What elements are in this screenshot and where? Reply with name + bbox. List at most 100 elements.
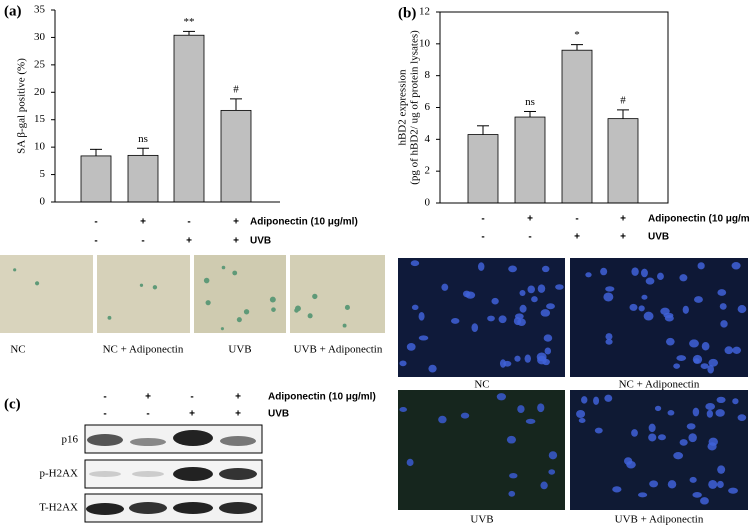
condition-mark: -	[103, 392, 106, 403]
stain-spot	[342, 323, 347, 328]
nucleus	[657, 272, 664, 281]
nucleus	[673, 452, 684, 460]
nucleus	[724, 346, 734, 355]
y-tick-label: 12	[419, 6, 430, 18]
nucleus	[406, 458, 414, 467]
condition-mark: -	[141, 236, 144, 247]
y-tick-label: 15	[34, 113, 46, 125]
nucleus	[707, 442, 717, 451]
nucleus	[540, 481, 548, 490]
band	[86, 503, 124, 515]
stain-spot	[236, 317, 242, 323]
condition-mark: -	[94, 236, 97, 247]
nucleus	[546, 303, 555, 310]
nucleus	[701, 342, 710, 351]
condition-mark: +	[235, 392, 241, 403]
nucleus	[544, 347, 552, 355]
condition-label: Adiponectin (10 μg/ml)	[648, 214, 750, 225]
error-bar	[477, 125, 489, 135]
nucleus	[694, 296, 703, 303]
nucleus	[654, 405, 662, 412]
nucleus	[708, 358, 719, 367]
nucleus	[679, 274, 688, 282]
nucleus	[626, 460, 636, 469]
condition-mark: -	[190, 392, 193, 403]
nucleus	[657, 434, 666, 441]
y-tick-label: 0	[425, 197, 431, 209]
nucleus	[641, 294, 648, 300]
nucleus	[732, 398, 739, 405]
annotation: ns	[525, 96, 535, 108]
condition-mark: -	[94, 217, 97, 228]
stain-spot	[139, 283, 144, 287]
y-axis-label: hBD2 expression	[397, 69, 409, 146]
band	[219, 468, 257, 480]
nucleus	[667, 410, 675, 416]
sa-gal-images	[0, 255, 385, 333]
nucleus	[399, 360, 407, 367]
error-bar	[90, 148, 102, 156]
nucleus	[645, 277, 655, 285]
condition-mark: -	[575, 214, 578, 225]
nucleus	[450, 317, 460, 324]
error-bar	[571, 44, 583, 51]
band	[219, 502, 257, 514]
condition-label: Adiponectin (10 μg/ml)	[250, 217, 358, 228]
condition-mark: -	[481, 232, 484, 243]
nucleus	[578, 417, 586, 424]
nucleus	[605, 286, 615, 292]
band-label: p16	[62, 434, 79, 446]
nucleus	[688, 433, 697, 443]
nucleus	[689, 476, 697, 483]
nucleus	[514, 313, 524, 320]
micrograph	[290, 255, 385, 333]
nucleus	[509, 473, 518, 479]
nucleus	[517, 405, 525, 414]
nucleus	[629, 303, 638, 311]
band	[173, 502, 213, 514]
nucleus	[648, 433, 657, 442]
nucleus	[537, 403, 545, 413]
nucleus	[716, 480, 724, 489]
stain-spot	[307, 313, 313, 319]
band	[173, 467, 213, 481]
bar	[127, 154, 159, 203]
nucleus	[706, 409, 713, 418]
nucleus	[418, 312, 425, 321]
y-tick-label: 5	[40, 168, 46, 180]
nucleus	[581, 396, 588, 404]
image-caption: NC + Adiponectin	[103, 344, 184, 356]
nucleus	[594, 427, 603, 434]
nucleus	[728, 487, 738, 494]
nucleus	[637, 492, 648, 498]
nucleus	[717, 465, 726, 474]
condition-mark: +	[189, 409, 195, 420]
nucleus	[612, 486, 622, 493]
image-caption: NC + Adiponectin	[619, 379, 700, 391]
micrograph	[97, 255, 190, 333]
blot	[84, 424, 263, 523]
y-tick-label: 35	[34, 4, 46, 16]
condition-mark: -	[481, 214, 484, 225]
annotation: *	[574, 29, 580, 41]
nucleus	[676, 355, 687, 361]
nucleus	[438, 415, 447, 424]
y-tick-label: 6	[425, 101, 431, 113]
error-bar	[137, 147, 149, 156]
y-tick-label: 10	[34, 141, 46, 153]
condition-mark: +	[233, 217, 239, 228]
band	[87, 434, 123, 446]
nucleus	[692, 354, 703, 364]
nucleus	[519, 304, 527, 313]
nucleus	[638, 305, 645, 312]
nucleus	[631, 429, 638, 437]
annotation: ns	[138, 133, 148, 145]
image-caption: UVB + Adiponectin	[294, 344, 383, 356]
nucleus	[692, 491, 702, 498]
bar	[514, 116, 546, 204]
nucleus	[517, 318, 526, 326]
nucleus	[519, 290, 526, 297]
bar	[173, 34, 205, 203]
nucleus	[593, 396, 600, 405]
